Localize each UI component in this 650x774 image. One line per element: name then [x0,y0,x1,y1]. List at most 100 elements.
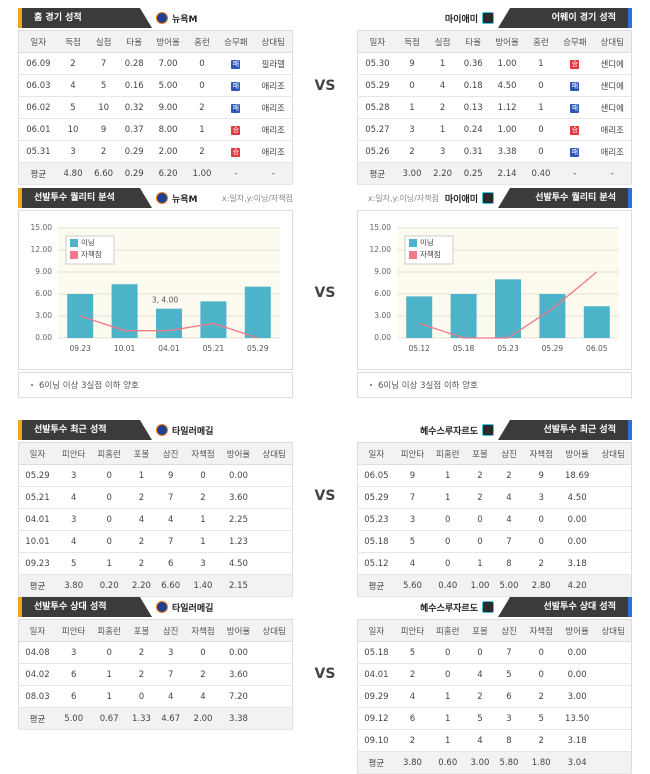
cell: 18.69 [558,464,596,487]
cell: 0.00 [558,508,596,531]
y-tick-label: 12.00 [370,245,392,254]
cell: 5 [523,707,559,730]
team-logo [156,12,168,24]
cell: 5 [57,96,89,119]
cell: 0.31 [457,140,489,163]
panel-header: 선발투수 상대 성적 타일러메길 [18,597,293,617]
cell: 0 [430,508,466,531]
column-header: 상대팀 [593,30,632,53]
stats-table: 일자 득점 실점 타율 방어율 홈런 승무패 상대팀 05.30 9 1 0.36 1.00 1 승 샌디에 0… [357,30,632,185]
cell: 애리조 [593,140,632,163]
panel-header: x:일자,y:이닝/자책점 마이애미 선발투수 퀄리티 분석 [357,188,632,208]
cell: 4.20 [558,574,596,597]
cell: 04.08 [18,641,56,664]
y-tick-label: 15.00 [370,223,392,232]
cell: 10 [57,118,89,141]
cell: - [593,162,632,185]
cell: 06.09 [18,52,58,75]
cell: 0.00 [220,464,257,487]
column-header: 상대팀 [256,619,293,642]
cell: - [254,162,293,185]
column-header: 자책점 [185,619,221,642]
cell: 0 [523,530,559,553]
header-row: 일자 득점 실점 타율 방어율 홈런 승무패 상대팀 [18,30,293,53]
cell: 3.60 [220,663,257,686]
cell [256,663,293,686]
cell: 5.80 [494,751,524,774]
cell: 6.60 [156,574,186,597]
cell: 0.29 [118,140,150,163]
cell: 5.00 [55,707,92,730]
column-header: 방어율 [558,442,596,465]
data-row: 06.05 9 1 2 2 9 18.69 [357,464,632,487]
stats-table: 일자 피안타 피홈런 포볼 삼진 자책점 방어율 상대팀 06.05 9 1 2 2 9 18.69 05.2… [357,442,632,597]
cell: 1.12 [488,96,526,119]
cell [595,663,632,686]
data-row: 04.02 6 1 2 7 2 3.60 [18,663,293,686]
cell: 0.37 [118,118,150,141]
cell: 1 [396,96,428,119]
cell: 0 [430,552,466,575]
cell: 패 [556,74,594,97]
line-series [79,315,259,339]
cell: 4.50 [558,486,596,509]
cell: 2 [427,96,458,119]
data-row: 05.27 3 1 0.24 1.00 0 승 애리조 [357,118,632,141]
cell: 3 [185,552,221,575]
y-tick-label: 6.00 [374,289,391,298]
legend-swatch [70,251,78,259]
cell: 0 [430,663,466,686]
cell: 0 [430,530,466,553]
team-name: 마이애미 [444,194,478,205]
stats-table: 일자 득점 실점 타율 방어율 홈런 승무패 상대팀 06.09 2 7 0.28 7.00 0 패 필라델 0… [18,30,293,185]
header-row: 일자 피안타 피홈런 포볼 삼진 자책점 방어율 상대팀 [18,442,293,465]
stats-table: 일자 피안타 피홈런 포볼 삼진 자책점 방어율 상대팀 05.18 5 0 0 7 0 0.00 04.01… [357,619,632,774]
note-box: 6이닝 이상 3실점 이하 양호 [357,372,632,398]
cell: 평균 [357,162,397,185]
cell: 0.20 [91,574,127,597]
cell: 4 [55,486,92,509]
header-title: 홈 경기 성적 [18,8,152,28]
legend-label: 이닝 [420,237,434,247]
column-header: 피안타 [55,442,92,465]
cell: 2 [465,685,495,708]
cell: 3.00 [465,751,495,774]
cell: 6 [55,685,92,708]
cell: 04.01 [18,508,56,531]
team-logo [156,192,168,204]
cell: 1 [525,96,557,119]
cell: - [556,162,594,185]
cell: 평균 [18,162,58,185]
column-header: 방어율 [220,619,257,642]
cell: 3.80 [55,574,92,597]
cell: 7 [156,663,186,686]
cell: 2 [57,52,89,75]
cell: 2.15 [220,574,257,597]
panel-header: 선발투수 퀄리티 분석 뉴욕M x:일자,y:이닝/자책점 [18,188,293,208]
x-tick-label: 05.18 [453,344,475,353]
cell: 4 [55,530,92,553]
stats-table: 일자 피안타 피홈런 포볼 삼진 자책점 방어율 상대팀 04.08 3 0 2 3 0 0.00 04.02… [18,619,293,730]
column-header: 방어율 [220,442,257,465]
cell: 0.60 [430,751,466,774]
cell: 7.20 [220,685,257,708]
bar [67,294,94,338]
cell: 0.29 [118,162,150,185]
header-title: 선발투수 퀄리티 분석 [18,188,152,208]
cell: 필라델 [254,52,293,75]
cell: 0 [523,641,559,664]
cell: 패 [217,96,255,119]
cell: 3.00 [558,685,596,708]
cell: 08.03 [18,685,56,708]
x-tick-label: 06.05 [586,344,608,353]
note-text: 6이닝 이상 3실점 이하 양호 [39,381,139,391]
header-row: 일자 피안타 피홈런 포볼 삼진 자책점 방어율 상대팀 [357,442,632,465]
cell: 애리조 [254,140,293,163]
team-logo [482,192,494,204]
column-header: 포볼 [126,619,157,642]
header-title: 어웨이 경기 성적 [498,8,632,28]
data-row: 09.29 4 1 2 6 2 3.00 [357,685,632,708]
cell: 8 [494,552,524,575]
cell [256,707,293,730]
y-tick-label: 15.00 [31,223,53,232]
